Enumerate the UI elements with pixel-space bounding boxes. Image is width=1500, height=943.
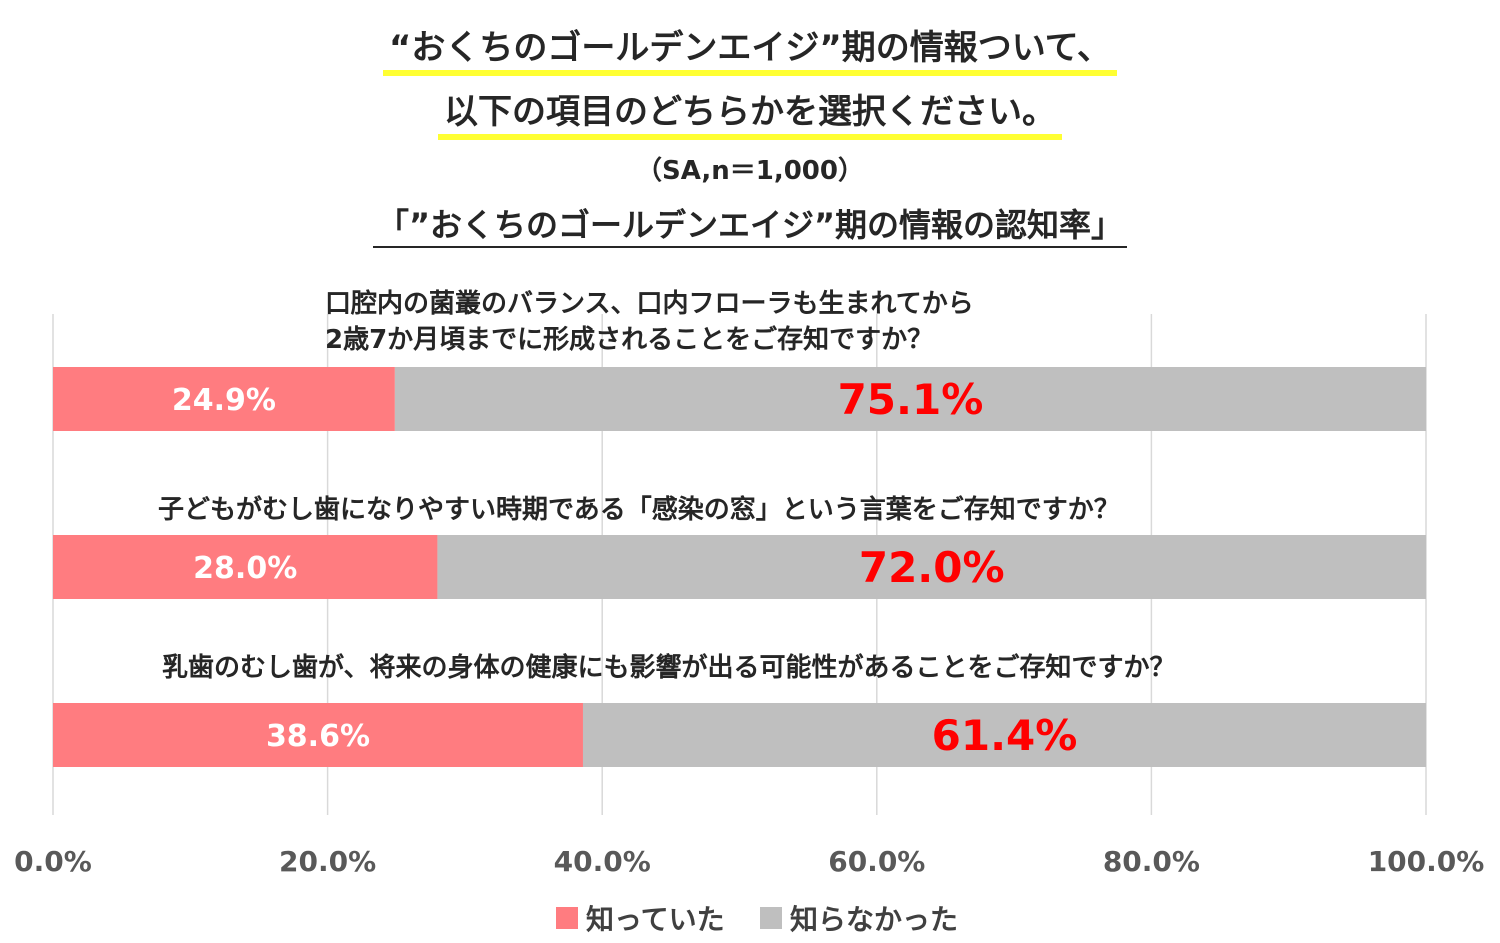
chart-title-line1-text: “おくちのゴールデンエイジ”期の情報ついて、 bbox=[383, 28, 1117, 76]
section-title-text: 「”おくちのゴールデンエイジ”期の情報の認知率」 bbox=[372, 206, 1128, 248]
x-tick-label-2: 40.0% bbox=[554, 845, 651, 878]
bar-unknown-3 bbox=[582, 703, 1426, 767]
question-2-line1: 子どもがむし歯になりやすい時期である「感染の窓」という言葉をご存知ですか？ bbox=[158, 495, 1120, 525]
x-tick-label-0: 0.0% bbox=[14, 845, 92, 878]
data-label-known-3: 38.6% bbox=[266, 719, 370, 754]
data-label-unknown-3: 61.4% bbox=[932, 711, 1078, 760]
legend-label-known: 知っていた bbox=[586, 903, 725, 936]
x-tick-label-1: 20.0% bbox=[279, 845, 376, 878]
question-2-label: 子どもがむし歯になりやすい時期である「感染の窓」という言葉をご存知ですか？ bbox=[158, 492, 1120, 528]
data-label-unknown-1: 75.1% bbox=[838, 375, 984, 424]
bar-known-2 bbox=[53, 535, 438, 599]
x-tick-label-3: 60.0% bbox=[828, 845, 925, 878]
bar-unknown-1 bbox=[394, 367, 1427, 431]
question-1-label: 口腔内の菌叢のバランス、口内フローラも生まれてから 2歳7か月頃までに形成される… bbox=[325, 286, 974, 358]
legend-swatch-known bbox=[556, 907, 578, 929]
sample-note: （SA,n＝1,000） bbox=[636, 156, 864, 186]
chart-title-line1: “おくちのゴールデンエイジ”期の情報ついて、 bbox=[0, 28, 1500, 76]
bar-unknown-2 bbox=[437, 535, 1426, 599]
legend-item-known: 知っていた bbox=[556, 898, 725, 938]
question-1-line1: 口腔内の菌叢のバランス、口内フローラも生まれてから bbox=[325, 289, 974, 319]
data-label-unknown-2: 72.0% bbox=[859, 543, 1005, 592]
bar-known-1 bbox=[53, 367, 395, 431]
x-tick-label-5: 100.0% bbox=[1368, 845, 1485, 878]
data-label-known-2: 28.0% bbox=[193, 551, 297, 586]
legend-label-unknown: 知らなかった bbox=[790, 903, 959, 936]
question-3-line1: 乳歯のむし歯が、将来の身体の健康にも影響が出る可能性があることをご存知ですか？ bbox=[162, 653, 1176, 683]
legend-item-unknown: 知らなかった bbox=[760, 898, 958, 938]
question-1-line2: 2歳7か月頃までに形成されることをご存知ですか？ bbox=[325, 325, 934, 355]
x-tick-label-4: 80.0% bbox=[1103, 845, 1200, 878]
chart-title-line2-text: 以下の項目のどちらかを選択ください。 bbox=[438, 92, 1062, 140]
data-label-known-1: 24.9% bbox=[172, 383, 276, 418]
bar-known-3 bbox=[53, 703, 583, 767]
chart-title-line2: 以下の項目のどちらかを選択ください。 bbox=[0, 92, 1500, 140]
question-3-label: 乳歯のむし歯が、将来の身体の健康にも影響が出る可能性があることをご存知ですか？ bbox=[162, 650, 1175, 686]
legend-swatch-unknown bbox=[760, 907, 782, 929]
section-title: 「”おくちのゴールデンエイジ”期の情報の認知率」 bbox=[0, 200, 1500, 248]
